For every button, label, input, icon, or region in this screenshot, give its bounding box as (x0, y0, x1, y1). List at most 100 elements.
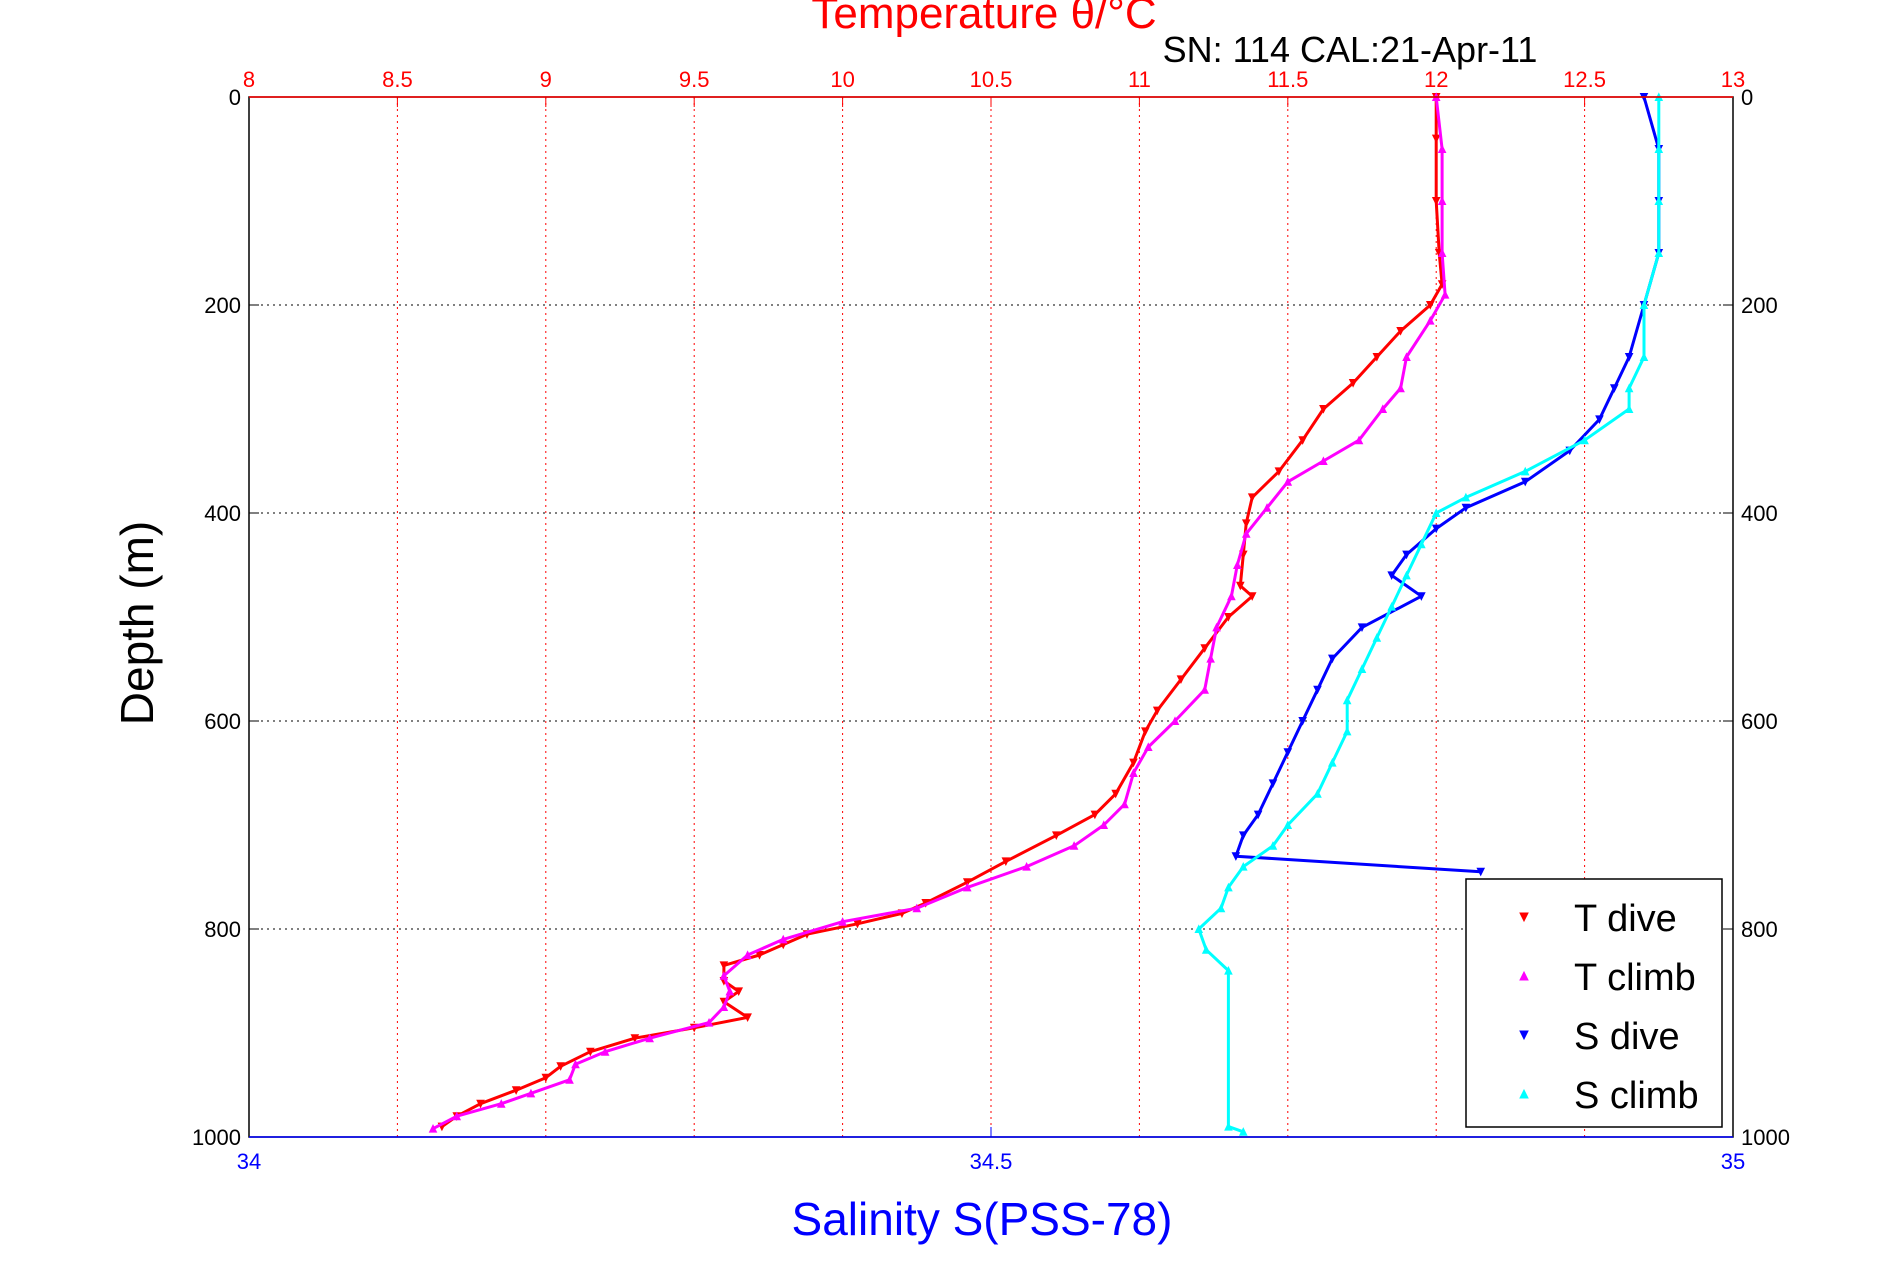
data-point (1319, 456, 1328, 465)
data-point (1274, 467, 1284, 477)
salinity-axis-title: Salinity S(PSS-78) (792, 1193, 1173, 1245)
data-point (1170, 716, 1180, 725)
data-point (725, 986, 735, 996)
data-point (1609, 384, 1619, 393)
data-point (1387, 571, 1396, 581)
data-point (1176, 675, 1186, 685)
data-point (1357, 623, 1367, 633)
data-point (452, 1111, 462, 1121)
temperature-tick-label: 11.5 (1267, 67, 1308, 92)
depth-tick-label-left: 400 (204, 501, 241, 526)
data-point (1313, 789, 1322, 798)
data-point (1437, 196, 1447, 205)
depth-tick-label-right: 0 (1741, 85, 1753, 110)
data-point (600, 1047, 610, 1056)
data-point (1051, 831, 1061, 841)
data-point (1387, 601, 1396, 611)
data-point (1520, 477, 1530, 487)
data-point (1378, 404, 1388, 413)
data-point (1417, 592, 1426, 601)
chart-title: SN: 114 CAL:21-Apr-11 (1163, 29, 1538, 70)
data-series (428, 92, 1664, 1136)
data-point (1194, 924, 1204, 933)
legend-marker (1519, 912, 1529, 923)
legend-marker (1519, 1088, 1529, 1099)
data-point (1639, 352, 1649, 361)
data-point (743, 950, 752, 959)
data-point (1268, 779, 1278, 789)
data-point (1431, 524, 1441, 534)
data-point (1238, 831, 1248, 841)
legend-label: T dive (1574, 898, 1677, 940)
data-point (1001, 857, 1011, 867)
data-point (1402, 352, 1411, 361)
data-point (1152, 706, 1162, 716)
depth-tick-label-right: 200 (1741, 293, 1778, 318)
data-point (1120, 799, 1129, 809)
data-point (962, 882, 972, 892)
data-point (1253, 810, 1263, 820)
data-point (719, 961, 729, 971)
series-s-dive (1231, 93, 1664, 877)
data-point (1216, 903, 1226, 913)
temperature-tick-label: 10.5 (970, 67, 1013, 92)
data-point (1624, 353, 1634, 362)
data-point (1431, 508, 1441, 517)
data-point (1268, 841, 1278, 850)
data-point (1200, 644, 1210, 653)
salinity-tick-label: 35 (1721, 1149, 1745, 1174)
data-point (511, 1086, 521, 1095)
data-point (1247, 493, 1257, 503)
data-point (1231, 852, 1241, 861)
data-point (912, 903, 922, 913)
data-point (1224, 882, 1233, 892)
data-point (1461, 492, 1471, 502)
data-point (556, 1062, 565, 1071)
data-point (1143, 742, 1153, 751)
data-point (1247, 592, 1257, 601)
data-point (1342, 726, 1352, 736)
temperature-tick-label: 9.5 (679, 67, 710, 92)
depth-tick-label-right: 800 (1741, 917, 1778, 942)
series-trace (432, 96, 1447, 1131)
data-point (1212, 622, 1221, 632)
depth-tick-label-left: 800 (204, 917, 241, 942)
data-point (1580, 435, 1589, 445)
data-point (1313, 685, 1322, 695)
data-point (1357, 664, 1367, 673)
data-point (1372, 353, 1382, 362)
data-point (1476, 867, 1486, 877)
temperature-tick-label: 12.5 (1563, 67, 1606, 92)
data-point (1624, 404, 1634, 413)
data-point (1069, 841, 1079, 850)
data-point (1431, 197, 1441, 206)
data-point (1022, 861, 1031, 871)
depth-tick-label-right: 600 (1741, 709, 1778, 734)
data-point (1520, 466, 1530, 476)
data-point (1417, 539, 1426, 549)
data-point (1227, 591, 1236, 601)
data-point (1298, 717, 1307, 726)
data-point (645, 1033, 654, 1043)
data-point (565, 1075, 574, 1084)
legend-label: T climb (1574, 957, 1696, 999)
data-point (734, 987, 744, 997)
data-point (1425, 315, 1435, 325)
temperature-axis-title: Temperature θ/°C (811, 0, 1156, 38)
data-point (1654, 248, 1664, 257)
data-point (1328, 757, 1337, 767)
legend-label: S dive (1574, 1016, 1680, 1058)
data-point (962, 878, 972, 887)
data-point (1328, 654, 1337, 664)
legend-marker (1519, 1030, 1529, 1041)
data-point (1283, 820, 1293, 829)
data-point (1129, 768, 1138, 777)
data-point (1342, 695, 1352, 705)
data-point (1624, 383, 1634, 393)
data-point (1595, 415, 1604, 425)
data-point (1099, 820, 1109, 829)
data-point (704, 1017, 714, 1027)
data-point (428, 1124, 438, 1133)
depth-tick-label-right: 400 (1741, 501, 1778, 526)
